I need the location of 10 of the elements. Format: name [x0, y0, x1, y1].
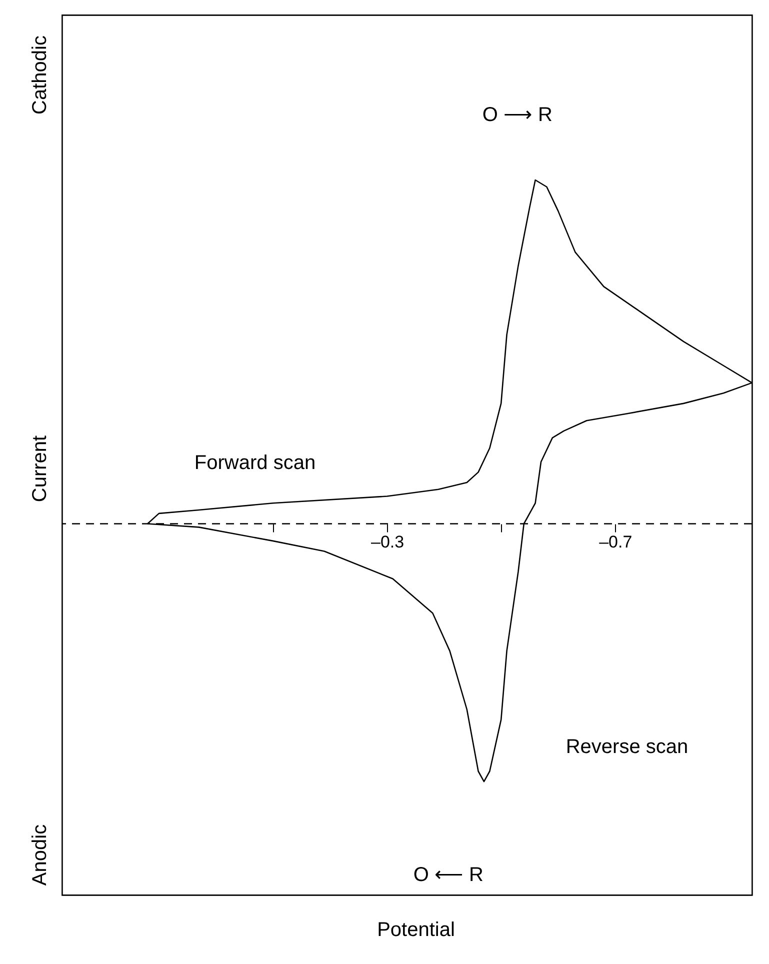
annotation: Forward scan [194, 452, 316, 474]
y-axis-title: Current [29, 434, 51, 502]
x-tick-label: –0.3 [370, 532, 404, 552]
annotation: Reverse scan [566, 736, 688, 758]
text: O ⟶ R [482, 104, 552, 126]
text: O ⟵ R [413, 864, 484, 886]
text: Cathodic [29, 36, 51, 114]
x-tick-label: –0.7 [599, 532, 632, 552]
text: Anodic [29, 824, 51, 886]
text: Potential [377, 919, 455, 941]
